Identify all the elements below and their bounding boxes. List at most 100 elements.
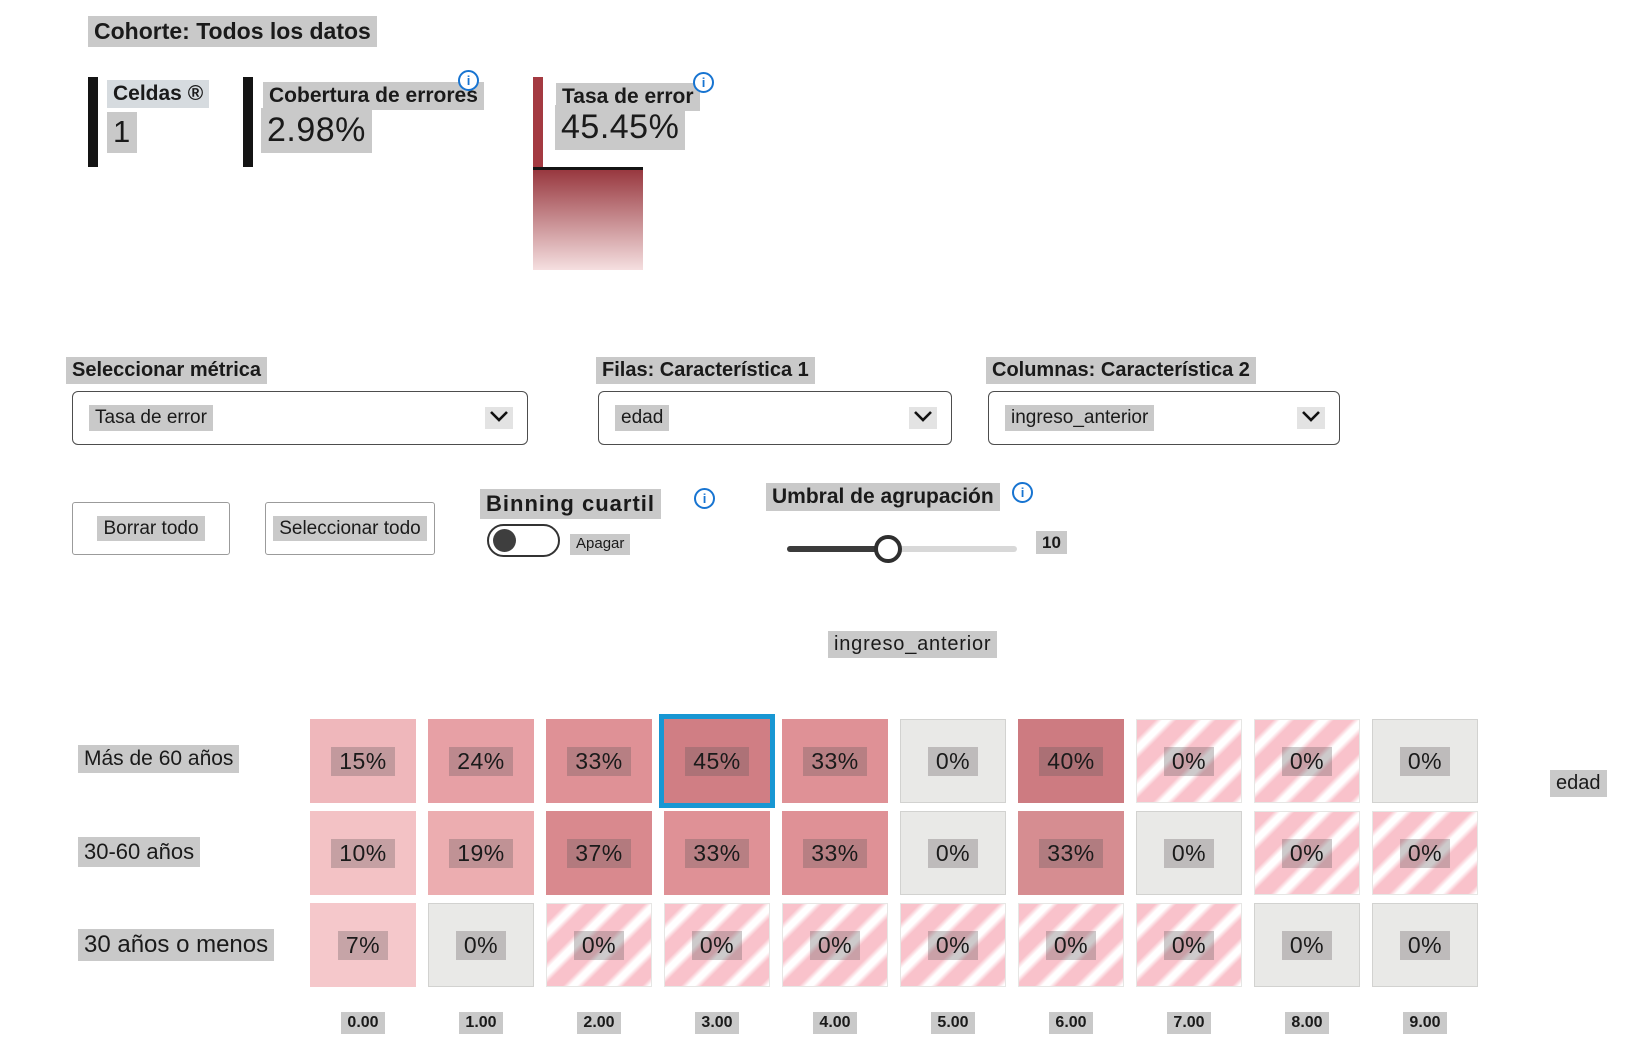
heatmap-column-label: 7.00	[1136, 1012, 1242, 1034]
legend-axis-line	[533, 167, 643, 170]
heatmap-cell[interactable]: 0%	[900, 719, 1006, 803]
heatmap-cell[interactable]: 0%	[1254, 719, 1360, 803]
heatmap-cell[interactable]: 0%	[1018, 903, 1124, 987]
heatmap-column-label: 2.00	[546, 1012, 652, 1034]
chevron-down-icon	[485, 407, 513, 429]
heatmap-column-label: 4.00	[782, 1012, 888, 1034]
heatmap-cell[interactable]: 0%	[1136, 811, 1242, 895]
heatmap-cell-value: 19%	[449, 838, 513, 868]
heatmap-column-label: 1.00	[428, 1012, 534, 1034]
heatmap-cell-value: 37%	[567, 838, 631, 868]
heatmap-cell-value: 0%	[1399, 930, 1451, 960]
heatmap-cell-value: 0%	[1281, 838, 1333, 868]
heatmap-cell-value: 0%	[1399, 746, 1451, 776]
heatmap-cell[interactable]: 0%	[782, 903, 888, 987]
heatmap-cell-value: 33%	[685, 838, 749, 868]
error-rate-stat-bar	[533, 77, 543, 167]
heatmap-cell-value: 0%	[1399, 838, 1451, 868]
info-glyph: i	[1020, 485, 1025, 500]
heatmap-column-label: 3.00	[664, 1012, 770, 1034]
heatmap-cell[interactable]: 24%	[428, 719, 534, 803]
columns-feature-dropdown-value: ingreso_anterior	[1005, 405, 1155, 431]
heatmap-cell[interactable]: 45%	[659, 714, 775, 808]
info-icon[interactable]: i	[458, 70, 479, 91]
heatmap-cell-value: 0%	[1045, 930, 1097, 960]
info-glyph: i	[466, 73, 471, 88]
columns-feature-dropdown[interactable]: ingreso_anterior	[988, 391, 1340, 445]
rows-feature-dropdown[interactable]: edad	[598, 391, 952, 445]
heatmap-cell[interactable]: 15%	[310, 719, 416, 803]
heatmap-cell[interactable]: 0%	[1254, 903, 1360, 987]
heatmap-column-label: 6.00	[1018, 1012, 1124, 1034]
heatmap-cell[interactable]: 0%	[546, 903, 652, 987]
heatmap-cell-value: 24%	[449, 746, 513, 776]
quantile-binning-state: Apagar	[570, 534, 631, 555]
heatmap-cell[interactable]: 33%	[1018, 811, 1124, 895]
metric-dropdown-value: Tasa de error	[89, 405, 213, 431]
heatmap-cell-value: 45%	[685, 746, 749, 776]
quantile-binning-label: Binning cuartil	[480, 489, 661, 519]
metric-dropdown[interactable]: Tasa de error	[72, 391, 528, 445]
select-all-button[interactable]: Seleccionar todo	[265, 502, 435, 555]
heatmap-cell-value: 0%	[927, 746, 979, 776]
heatmap-column-axis-title: ingreso_anterior	[828, 631, 998, 658]
heatmap-cell[interactable]: 33%	[664, 811, 770, 895]
heatmap-column-label: 9.00	[1372, 1012, 1478, 1034]
rows-feature-dropdown-value: edad	[615, 405, 670, 431]
heatmap-cell[interactable]: 0%	[1136, 719, 1242, 803]
heatmap-cell[interactable]: 0%	[900, 811, 1006, 895]
info-icon[interactable]: i	[1012, 482, 1033, 503]
heatmap-cell[interactable]: 0%	[900, 903, 1006, 987]
heatmap-cell-value: 0%	[809, 930, 861, 960]
heatmap-cell[interactable]: 0%	[428, 903, 534, 987]
heatmap-row-label: Más de 60 años	[78, 745, 240, 774]
info-glyph: i	[702, 491, 707, 506]
coverage-stat-label: Cobertura de errores	[263, 82, 484, 111]
heatmap-cell[interactable]: 0%	[1372, 903, 1478, 987]
heatmap-color-legend	[533, 170, 643, 270]
error-rate-stat-value: 45.45%	[555, 105, 686, 150]
heatmap-cell[interactable]: 33%	[782, 811, 888, 895]
heatmap-cell[interactable]: 33%	[782, 719, 888, 803]
coverage-stat-bar	[243, 77, 253, 167]
threshold-value: 10	[1036, 531, 1067, 555]
binning-threshold-label: Umbral de agrupación	[766, 483, 1000, 512]
heatmap-cell-value: 0%	[1281, 746, 1333, 776]
cohort-title: Cohorte: Todos los datos	[88, 16, 377, 47]
heatmap-cell-value: 33%	[1039, 838, 1103, 868]
chevron-down-icon	[1297, 407, 1325, 429]
heatmap-cell[interactable]: 10%	[310, 811, 416, 895]
heatmap-cell[interactable]: 0%	[1372, 719, 1478, 803]
toggle-knob	[493, 529, 516, 552]
heatmap-cell[interactable]: 7%	[310, 903, 416, 987]
heatmap-cell-value: 10%	[331, 838, 395, 868]
heatmap-cell-value: 33%	[567, 746, 631, 776]
heatmap-cell[interactable]: 19%	[428, 811, 534, 895]
clear-all-button[interactable]: Borrar todo	[72, 502, 230, 555]
threshold-slider-knob[interactable]	[874, 535, 902, 563]
heatmap-cell-value: 0%	[455, 930, 507, 960]
heatmap-cell-value: 15%	[331, 746, 395, 776]
heatmap-row-label: 30-60 años	[78, 837, 201, 867]
heatmap-cell-value: 33%	[803, 746, 867, 776]
heatmap-row-label: 30 años o menos	[78, 929, 275, 961]
info-icon[interactable]: i	[693, 72, 714, 93]
heatmap-cell[interactable]: 0%	[1254, 811, 1360, 895]
heatmap-cell-value: 0%	[573, 930, 625, 960]
metric-selector-label: Seleccionar métrica	[66, 357, 267, 384]
heatmap-cell[interactable]: 40%	[1018, 719, 1124, 803]
heatmap-cell[interactable]: 37%	[546, 811, 652, 895]
info-icon[interactable]: i	[694, 488, 715, 509]
heatmap-cell[interactable]: 0%	[1372, 811, 1478, 895]
heatmap-cell-value: 0%	[1163, 930, 1215, 960]
threshold-slider-track[interactable]	[787, 546, 1017, 552]
columns-feature-label: Columnas: Característica 2	[986, 357, 1256, 384]
heatmap-cell-value: 33%	[803, 838, 867, 868]
heatmap-cell[interactable]: 0%	[664, 903, 770, 987]
chevron-down-icon	[909, 407, 937, 429]
heatmap-cell[interactable]: 33%	[546, 719, 652, 803]
quantile-binning-toggle[interactable]	[487, 524, 560, 557]
heatmap-cell[interactable]: 0%	[1136, 903, 1242, 987]
cells-stat-label: Celdas ®	[107, 80, 210, 109]
